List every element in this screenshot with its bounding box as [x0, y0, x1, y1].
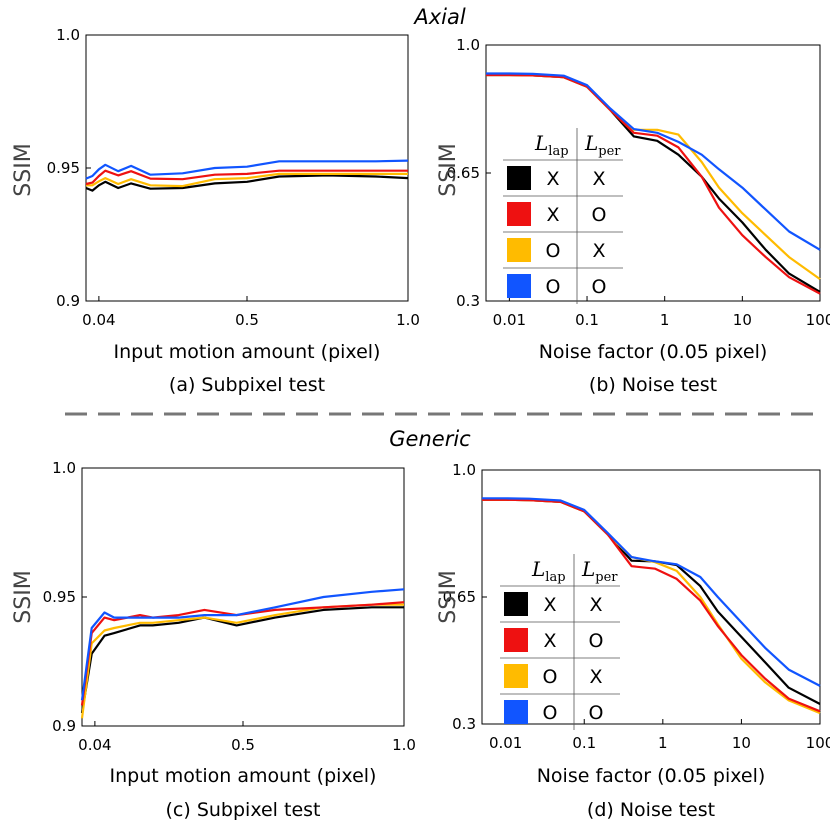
y-tick-label: 1.0: [52, 459, 76, 477]
panel-d-noise-test: 0.01 0.1 1 10 100 0.3 0.65 1.0 SSIM Noise factor …: [436, 461, 830, 821]
legend-swatch-black: [504, 592, 528, 616]
x-tick-label: 0.1: [572, 734, 596, 752]
x-axis-label: Input motion amount (pixel): [110, 765, 377, 787]
series-line-blue: [85, 159, 409, 180]
legend-header-lap: Llap: [531, 557, 566, 585]
plot-frame: [81, 467, 405, 727]
series-line-black: [80, 606, 404, 714]
legend-swatch-black: [507, 166, 531, 190]
y-tick-label: 1.0: [56, 26, 80, 44]
y-axis-label: SSIM: [436, 143, 461, 196]
legend-swatch-blue: [504, 700, 528, 724]
x-tick-label: 1.0: [392, 736, 416, 754]
legend-cell-lap: O: [546, 276, 561, 298]
legend-cell-per: O: [592, 276, 607, 298]
series-line-red: [85, 169, 408, 186]
panel-caption: (a) Subpixel test: [169, 374, 325, 396]
panel-caption: (d) Noise test: [587, 799, 715, 821]
panel-caption: (c) Subpixel test: [166, 799, 321, 821]
y-axis-label: SSIM: [11, 570, 36, 623]
y-tick-label: 0.9: [52, 717, 76, 735]
y-tick-label: 0.3: [452, 715, 476, 733]
y-tick-label: 0.9: [56, 292, 80, 310]
y-tick-label: 0.3: [456, 292, 480, 310]
legend-cell-per: X: [589, 594, 602, 616]
x-tick-label: 10: [732, 734, 751, 752]
y-axis-label: SSIM: [436, 570, 461, 623]
x-tick-label: 1: [660, 311, 670, 329]
legend-cell-lap: X: [543, 594, 556, 616]
section-title-axial: Axial: [412, 5, 465, 29]
section-title-generic: Generic: [389, 427, 471, 451]
legend-swatch-red: [504, 628, 528, 652]
x-tick-label: 100: [806, 734, 830, 752]
x-tick-label: 100: [806, 311, 830, 329]
x-tick-label: 10: [733, 311, 752, 329]
legend-swatch-red: [507, 202, 531, 226]
y-tick-label: 0.95: [43, 588, 76, 606]
legend-cell-per: X: [592, 240, 605, 262]
legend-swatch-blue: [507, 274, 531, 298]
y-axis-label: SSIM: [11, 143, 36, 196]
panel-c-subpixel-test: 0.04 0.5 1.0 0.9 0.95 1.0 SSIM Input motion amo…: [11, 459, 416, 821]
y-tick-label: 1.0: [456, 36, 480, 54]
legend-swatch-yellow: [507, 238, 531, 262]
legend-header-per: Lper: [584, 131, 621, 159]
panel-a-subpixel-test: 0.04 0.5 1.0 0.9 0.95 1.0 SSIM Input motion amo…: [11, 26, 420, 396]
panel-caption: (b) Noise test: [589, 374, 717, 396]
x-tick-label: 0.1: [575, 311, 599, 329]
legend-cell-per: O: [589, 702, 604, 724]
series-line-blue: [482, 497, 821, 687]
series-line-yellow: [80, 603, 404, 719]
y-tick-label: 1.0: [452, 461, 476, 479]
legend-header-per: Lper: [581, 557, 618, 585]
series-line-black: [482, 498, 821, 705]
legend-cell-lap: O: [543, 666, 558, 688]
series-line-black: [85, 174, 409, 192]
legend-swatch-yellow: [504, 664, 528, 688]
x-axis-label: Noise factor (0.05 pixel): [537, 765, 766, 787]
series-line-blue: [80, 588, 405, 701]
series-line-blue: [486, 72, 821, 251]
y-tick-label: 0.65: [447, 164, 480, 182]
legend-header-lap: Llap: [534, 131, 569, 159]
y-tick-label: 0.65: [443, 588, 476, 606]
series-line-yellow: [486, 73, 821, 280]
x-tick-label: 1.0: [396, 311, 420, 329]
panel-b-noise-test: 0.01 0.1 1 10 100 0.3 0.65 1.0 SSIM Noise factor …: [436, 36, 830, 396]
legend-cell-per: X: [592, 168, 605, 190]
series-line-red: [482, 498, 821, 713]
x-tick-label: 1: [658, 734, 668, 752]
legend-cell-per: O: [589, 630, 604, 652]
plot-frame: [485, 44, 821, 302]
x-tick-label: 0.01: [489, 734, 522, 752]
legend-cell-per: X: [589, 666, 602, 688]
legend-cell-lap: X: [546, 204, 559, 226]
legend-cell-lap: X: [546, 168, 559, 190]
x-tick-label: 0.5: [235, 311, 259, 329]
x-tick-label: 0.04: [78, 736, 111, 754]
legend-cell-per: O: [592, 204, 607, 226]
x-tick-label: 0.01: [493, 311, 526, 329]
x-axis-label: Input motion amount (pixel): [114, 341, 381, 363]
x-tick-label: 0.04: [82, 311, 115, 329]
series-line-red: [486, 73, 821, 295]
x-tick-label: 0.5: [231, 736, 255, 754]
series-line-red: [80, 601, 405, 706]
y-tick-label: 0.95: [47, 159, 80, 177]
legend-cell-lap: O: [546, 240, 561, 262]
series-line-yellow: [86, 172, 408, 188]
legend-cell-lap: X: [543, 630, 556, 652]
x-axis-label: Noise factor (0.05 pixel): [539, 341, 768, 363]
legend-cell-lap: O: [543, 702, 558, 724]
